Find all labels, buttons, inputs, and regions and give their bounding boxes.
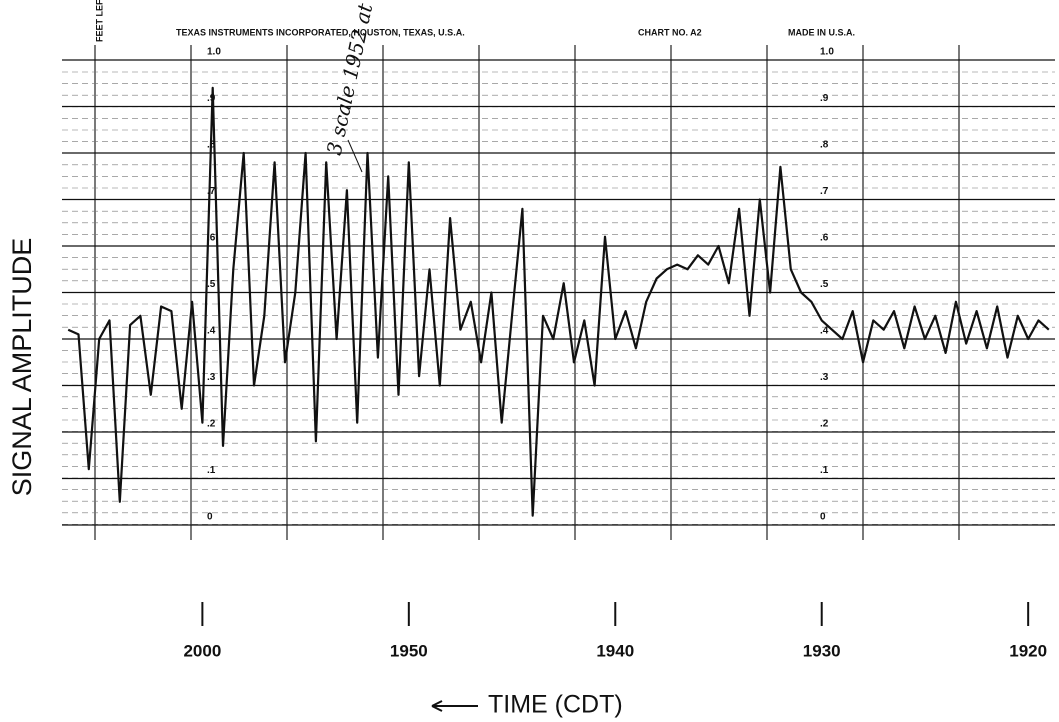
y-tick-label: .4	[207, 326, 216, 337]
y-tick-label: .7	[207, 186, 216, 197]
y-tick-label: .6	[207, 233, 216, 244]
y-tick-label: .8	[820, 140, 829, 151]
y-tick-label: .3	[207, 372, 216, 383]
y-tick-label: 0	[820, 512, 826, 523]
header-text: MADE IN U.S.A.	[788, 27, 855, 37]
x-tick-label: 1920	[1009, 641, 1047, 660]
y-tick-label: .4	[820, 326, 829, 337]
y-tick-label: .1	[207, 465, 216, 476]
corner-label: FEET LEFT	[94, 0, 104, 42]
x-tick-label: 1940	[596, 641, 634, 660]
y-tick-label: .5	[207, 279, 216, 290]
y-tick-label: .3	[820, 372, 829, 383]
signal-line	[67, 86, 1050, 517]
header-text: TEXAS INSTRUMENTS INCORPORATED, HOUSTON,…	[176, 27, 465, 37]
y-tick-label: .2	[820, 419, 829, 430]
y-tick-label: .7	[820, 186, 829, 197]
y-tick-label: .9	[820, 93, 829, 104]
x-tick-label: 1930	[803, 641, 841, 660]
y-tick-label: .6	[820, 233, 829, 244]
arrow-head	[431, 700, 443, 712]
y-tick-label: 1.0	[820, 47, 834, 58]
y-tick-label: .2	[207, 419, 216, 430]
y-tick-label: .1	[820, 465, 829, 476]
x-tick-label: 1950	[390, 641, 428, 660]
x-tick-label: 2000	[183, 641, 221, 660]
x-axis-label: TIME (CDT)	[488, 691, 623, 719]
header-text: CHART NO. A2	[638, 27, 702, 37]
y-tick-label: 1.0	[207, 47, 221, 58]
y-tick-label: .5	[820, 279, 829, 290]
annotation-pointer	[347, 139, 363, 173]
y-tick-label: 0	[207, 512, 213, 523]
y-axis-label: SIGNAL AMPLITUDE	[7, 238, 37, 497]
